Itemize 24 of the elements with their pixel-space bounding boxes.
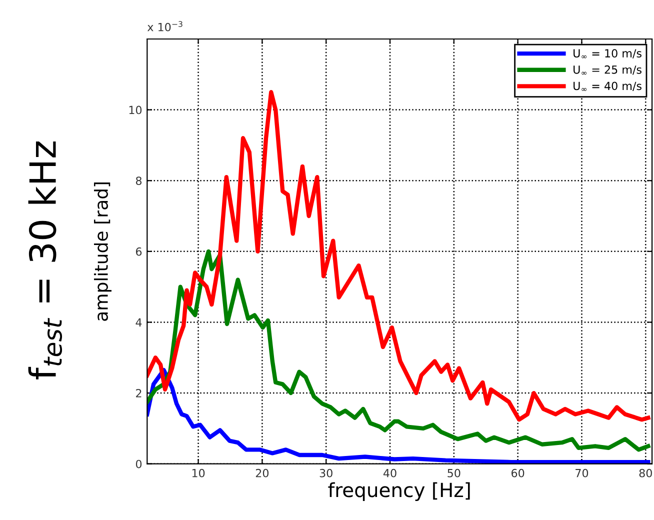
line-series (147, 249, 650, 452)
y-axis-title: amplitude [rad] (94, 182, 112, 321)
y-tick-label: 2 (136, 389, 142, 398)
x-tick-label: 50 (448, 468, 460, 478)
text: x 10$^{−3}$ (147, 21, 182, 32)
x-tick-label: 80 (639, 468, 652, 478)
line-series (147, 90, 650, 422)
x-tick-label: 60 (512, 468, 524, 478)
x-tick-label: 30 (320, 468, 332, 478)
text: f$_{test}$ = 30 kHz (28, 142, 62, 380)
y-tick-label: 4 (136, 318, 142, 326)
x-tick-label: 40 (383, 468, 396, 478)
x-tick-label: 70 (576, 468, 588, 478)
y-tick-label: 0 (136, 460, 142, 468)
legend-label: U$_{∞}$ = 25 m/s (574, 65, 642, 75)
x-axis-title: frequency [Hz] (328, 482, 470, 502)
legend-label: U$_{∞}$ = 40 m/s (574, 82, 642, 92)
line-series (147, 368, 650, 464)
legend-label: U$_{∞}$ = 10 m/s (574, 49, 642, 58)
y-tick-label: 6 (136, 247, 142, 256)
x-tick-label: 20 (256, 468, 269, 478)
y-tick-label: 8 (136, 176, 142, 185)
y-tick-label: 10 (129, 106, 142, 114)
x-tick-label: 10 (192, 468, 205, 478)
